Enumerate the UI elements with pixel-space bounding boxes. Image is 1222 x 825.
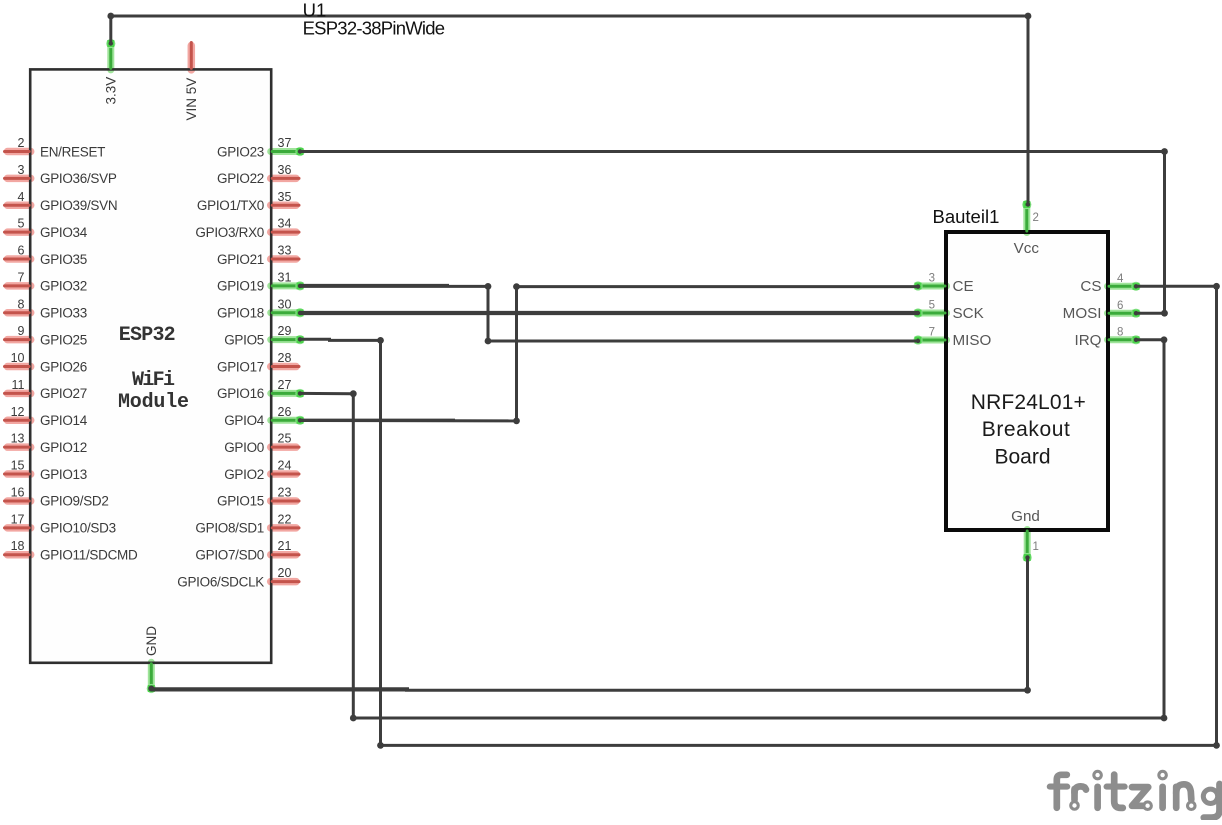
svg-text:GPIO36/SVP: GPIO36/SVP <box>40 171 117 186</box>
svg-text:CE: CE <box>953 278 974 295</box>
svg-text:GPIO33: GPIO33 <box>40 306 87 321</box>
svg-text:28: 28 <box>278 351 292 365</box>
svg-text:GPIO14: GPIO14 <box>40 413 88 428</box>
svg-text:GPIO19: GPIO19 <box>217 279 264 294</box>
svg-text:7: 7 <box>18 270 25 284</box>
svg-text:GPIO15: GPIO15 <box>217 494 264 509</box>
svg-text:GPIO21: GPIO21 <box>217 252 264 267</box>
svg-text:GPIO32: GPIO32 <box>40 279 87 294</box>
svg-text:17: 17 <box>11 512 25 526</box>
svg-text:5: 5 <box>18 217 25 231</box>
svg-text:7: 7 <box>929 327 935 339</box>
svg-text:22: 22 <box>278 512 292 526</box>
svg-text:ESP32: ESP32 <box>119 324 176 347</box>
svg-text:GPIO25: GPIO25 <box>40 332 87 347</box>
svg-text:5: 5 <box>929 300 935 312</box>
svg-text:SCK: SCK <box>953 305 984 322</box>
svg-text:GPIO6/SDCLK: GPIO6/SDCLK <box>177 574 264 589</box>
svg-text:GPIO34: GPIO34 <box>40 225 88 240</box>
svg-text:IRQ: IRQ <box>1074 332 1101 349</box>
svg-text:GPIO1/TX0: GPIO1/TX0 <box>197 198 264 213</box>
svg-text:GPIO39/SVN: GPIO39/SVN <box>40 198 117 213</box>
svg-text:3.3V: 3.3V <box>103 77 118 105</box>
svg-text:20: 20 <box>278 566 292 580</box>
svg-text:VIN 5V: VIN 5V <box>184 78 199 121</box>
svg-text:36: 36 <box>278 163 292 177</box>
svg-text:MISO: MISO <box>953 332 992 349</box>
svg-text:Module: Module <box>118 391 189 414</box>
svg-text:6: 6 <box>1117 300 1123 312</box>
svg-text:GPIO0: GPIO0 <box>224 440 264 455</box>
svg-text:1: 1 <box>1033 541 1039 553</box>
svg-text:GPIO11/SDCMD: GPIO11/SDCMD <box>40 548 138 563</box>
svg-text:WiFi: WiFi <box>132 369 175 392</box>
svg-text:8: 8 <box>18 297 25 311</box>
svg-text:33: 33 <box>278 244 292 258</box>
svg-text:4: 4 <box>1117 273 1124 285</box>
svg-text:16: 16 <box>11 485 25 499</box>
svg-text:GPIO26: GPIO26 <box>40 359 87 374</box>
svg-text:Board: Board <box>995 445 1051 468</box>
svg-text:34: 34 <box>278 217 292 231</box>
svg-text:12: 12 <box>11 405 25 419</box>
svg-text:MOSI: MOSI <box>1063 305 1102 322</box>
svg-text:37: 37 <box>278 136 292 150</box>
svg-text:GPIO5: GPIO5 <box>224 332 264 347</box>
svg-text:GPIO12: GPIO12 <box>40 440 87 455</box>
svg-text:15: 15 <box>11 459 25 473</box>
svg-text:GND: GND <box>144 626 159 656</box>
svg-text:GPIO10/SD3: GPIO10/SD3 <box>40 521 116 536</box>
svg-text:30: 30 <box>278 297 292 311</box>
svg-text:GPIO17: GPIO17 <box>217 359 264 374</box>
svg-text:11: 11 <box>12 378 25 392</box>
svg-text:GPIO16: GPIO16 <box>217 386 264 401</box>
svg-text:21: 21 <box>278 539 292 553</box>
svg-text:8: 8 <box>1117 326 1123 338</box>
svg-text:GPIO22: GPIO22 <box>217 171 264 186</box>
svg-text:27: 27 <box>278 378 292 392</box>
svg-text:Gnd: Gnd <box>1011 508 1040 525</box>
svg-text:GPIO13: GPIO13 <box>40 467 87 482</box>
svg-text:24: 24 <box>278 459 292 473</box>
svg-text:Breakout: Breakout <box>982 418 1070 441</box>
svg-text:GPIO35: GPIO35 <box>40 252 87 267</box>
svg-text:10: 10 <box>11 351 25 365</box>
svg-text:2: 2 <box>1033 212 1039 224</box>
svg-text:31: 31 <box>278 270 292 284</box>
svg-text:GPIO23: GPIO23 <box>217 144 264 159</box>
svg-text:CS: CS <box>1080 278 1101 295</box>
svg-text:4: 4 <box>18 190 25 204</box>
svg-text:GPIO8/SD1: GPIO8/SD1 <box>195 521 264 536</box>
svg-text:GPIO7/SD0: GPIO7/SD0 <box>195 548 264 563</box>
svg-text:18: 18 <box>11 539 25 553</box>
svg-text:GPIO9/SD2: GPIO9/SD2 <box>40 494 109 509</box>
svg-text:26: 26 <box>278 405 292 419</box>
svg-text:GPIO4: GPIO4 <box>224 413 265 428</box>
svg-text:GPIO2: GPIO2 <box>224 467 264 482</box>
svg-text:GPIO18: GPIO18 <box>217 306 264 321</box>
svg-text:9: 9 <box>18 324 25 338</box>
svg-text:Vcc: Vcc <box>1014 240 1040 257</box>
svg-text:GPIO3/RX0: GPIO3/RX0 <box>195 225 264 240</box>
svg-text:6: 6 <box>18 244 25 258</box>
svg-text:13: 13 <box>11 432 25 446</box>
svg-text:GPIO27: GPIO27 <box>40 386 87 401</box>
svg-text:35: 35 <box>278 190 292 204</box>
svg-text:29: 29 <box>278 324 292 338</box>
svg-text:EN/RESET: EN/RESET <box>40 144 105 159</box>
svg-text:25: 25 <box>278 432 292 446</box>
svg-text:ESP32-38PinWide: ESP32-38PinWide <box>303 17 446 38</box>
svg-text:23: 23 <box>278 485 292 499</box>
svg-text:3: 3 <box>18 163 25 177</box>
svg-text:2: 2 <box>18 136 25 150</box>
svg-text:3: 3 <box>929 273 935 285</box>
svg-text:Bauteil1: Bauteil1 <box>933 206 1000 227</box>
svg-text:NRF24L01+: NRF24L01+ <box>971 391 1086 414</box>
